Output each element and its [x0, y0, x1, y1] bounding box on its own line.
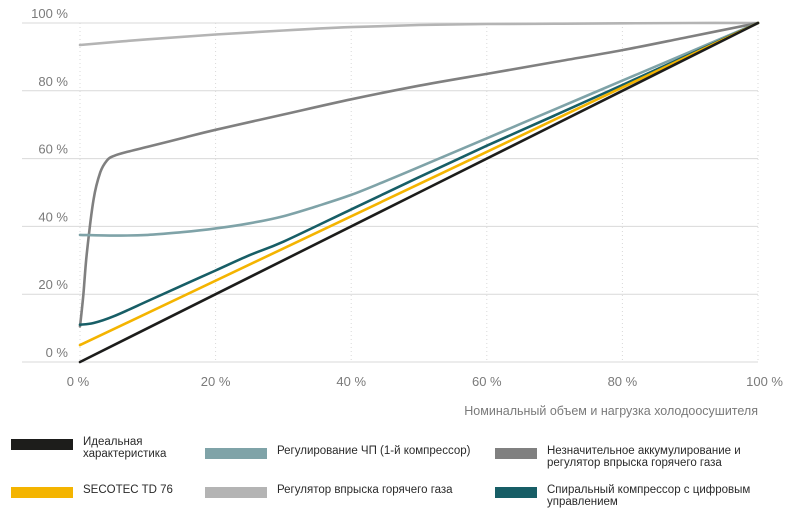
x-tick-label: 20 % [201, 374, 231, 389]
x-tick-label: 60 % [472, 374, 502, 389]
series-line-hotgas [78, 21, 760, 47]
legend-label-hotgas: Регулятор впрыска горячего газа [277, 484, 453, 496]
legend-item-digital: Спиральный компрессор с цифровым управле… [495, 484, 750, 508]
y-tick-label: 60 % [38, 142, 68, 157]
x-tick-label: 80 % [608, 374, 638, 389]
series-line-secotec [78, 21, 760, 347]
legend-swatch-hotgas [205, 487, 267, 498]
legend-label-storage: Незначительное аккумулирование и регулят… [547, 445, 741, 469]
legend-label-ideal: Идеальная характеристика [83, 436, 167, 460]
legend-item-hotgas: Регулятор впрыска горячего газа [205, 484, 453, 498]
y-tick-label: 80 % [38, 74, 68, 89]
series-lines [78, 21, 760, 364]
legend-label-vfd: Регулирование ЧП (1-й компрессор) [277, 445, 471, 457]
series-line-digital [78, 21, 760, 326]
line-chart: 0 % 20 % 40 % 60 % 80 % 100 % 0 % 20 % 40 % 60 % 8… [22, 6, 783, 418]
series-line-ideal [78, 21, 760, 364]
legend-item-ideal: Идеальная характеристика [11, 436, 166, 460]
x-tick-label: 100 % [746, 374, 783, 389]
series-line-storage [78, 21, 760, 328]
y-tick-label: 40 % [38, 209, 68, 224]
series-line-vfd [78, 21, 760, 237]
x-axis-label: Номинальный объем и нагрузка холодоосуши… [464, 404, 758, 418]
legend-swatch-storage [495, 448, 537, 459]
x-tick-label: 0 % [67, 374, 90, 389]
legend-swatch-vfd [205, 448, 267, 459]
legend-swatch-digital [495, 487, 537, 498]
legend-item-secotec: SECOTEC TD 76 [11, 484, 173, 498]
legend-label-digital: Спиральный компрессор с цифровым управле… [547, 484, 751, 508]
legend-label-secotec: SECOTEC TD 76 [83, 484, 173, 496]
x-tick-label: 40 % [336, 374, 366, 389]
y-tick-label: 100 % [31, 6, 68, 21]
y-tick-label: 0 % [46, 345, 69, 360]
legend-item-storage: Незначительное аккумулирование и регулят… [495, 445, 741, 469]
legend-swatch-ideal [11, 439, 73, 450]
legend-item-vfd: Регулирование ЧП (1-й компрессор) [205, 445, 470, 459]
tick-labels: 0 % 20 % 40 % 60 % 80 % 100 % 0 % 20 % 40 % 60 % 8… [31, 6, 783, 389]
legend: Идеальная характеристика SECOTEC TD 76 Р… [0, 430, 785, 511]
y-tick-label: 20 % [38, 277, 68, 292]
legend-swatch-secotec [11, 487, 73, 498]
